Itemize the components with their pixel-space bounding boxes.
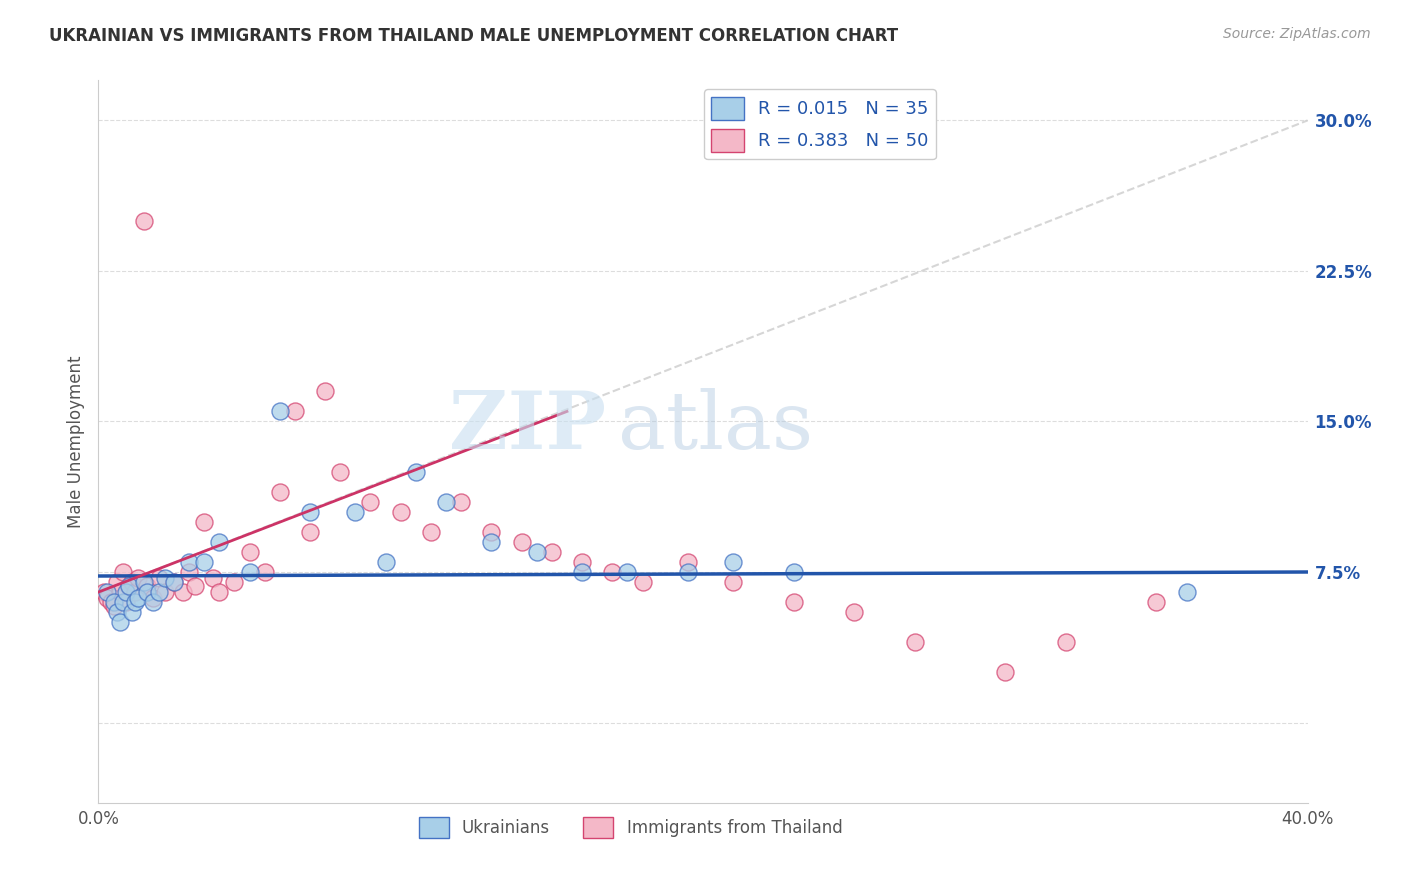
Text: Source: ZipAtlas.com: Source: ZipAtlas.com — [1223, 27, 1371, 41]
Point — [108, 585, 131, 599]
Point — [481, 524, 503, 539]
Point — [135, 585, 157, 599]
Point — [329, 465, 352, 479]
Point — [314, 384, 336, 399]
Point — [103, 595, 125, 609]
Point — [723, 574, 745, 589]
Point — [121, 605, 143, 619]
Point — [253, 565, 276, 579]
Legend: Ukrainians, Immigrants from Thailand: Ukrainians, Immigrants from Thailand — [412, 810, 849, 845]
Point — [269, 404, 291, 418]
Point — [142, 595, 165, 609]
Point — [783, 565, 806, 579]
Point — [184, 579, 207, 593]
Point — [676, 565, 699, 579]
Point — [360, 494, 382, 508]
Point — [616, 565, 638, 579]
Point — [723, 555, 745, 569]
Point — [148, 571, 170, 585]
Y-axis label: Male Unemployment: Male Unemployment — [66, 355, 84, 528]
Text: atlas: atlas — [619, 388, 814, 467]
Point — [526, 545, 548, 559]
Point — [994, 665, 1017, 680]
Point — [93, 585, 115, 599]
Point — [118, 579, 141, 593]
Point — [114, 595, 136, 609]
Point — [239, 545, 262, 559]
Point — [434, 494, 457, 508]
Text: UKRAINIAN VS IMMIGRANTS FROM THAILAND MALE UNEMPLOYMENT CORRELATION CHART: UKRAINIAN VS IMMIGRANTS FROM THAILAND MA… — [49, 27, 898, 45]
Point — [269, 484, 291, 499]
Point — [163, 574, 186, 589]
Point — [284, 404, 307, 418]
Point — [118, 579, 141, 593]
Point — [602, 565, 624, 579]
Point — [179, 555, 201, 569]
Point — [540, 545, 562, 559]
Point — [420, 524, 443, 539]
Point — [299, 505, 322, 519]
Point — [148, 585, 170, 599]
Point — [481, 534, 503, 549]
Point — [783, 595, 806, 609]
Point — [114, 585, 136, 599]
Point — [202, 571, 225, 585]
Text: ZIP: ZIP — [450, 388, 606, 467]
Point — [96, 585, 118, 599]
Point — [127, 591, 149, 606]
Point — [193, 515, 215, 529]
Point — [153, 585, 176, 599]
Point — [163, 574, 186, 589]
Point — [153, 571, 176, 585]
Point — [389, 505, 412, 519]
Point — [193, 555, 215, 569]
Point — [224, 574, 246, 589]
Point — [208, 585, 231, 599]
Point — [374, 555, 396, 569]
Point — [124, 595, 146, 609]
Point — [904, 635, 927, 649]
Point — [344, 505, 367, 519]
Point — [103, 599, 125, 614]
Point — [239, 565, 262, 579]
Point — [405, 465, 427, 479]
Point — [105, 605, 128, 619]
Point — [510, 534, 533, 549]
Point — [208, 534, 231, 549]
Point — [142, 591, 165, 606]
Point — [111, 565, 134, 579]
Point — [132, 213, 155, 227]
Point — [111, 595, 134, 609]
Point — [1175, 585, 1198, 599]
Point — [124, 585, 146, 599]
Point — [100, 595, 122, 609]
Point — [450, 494, 472, 508]
Point — [121, 574, 143, 589]
Point — [571, 555, 593, 569]
Point — [844, 605, 866, 619]
Point — [105, 574, 128, 589]
Point — [108, 615, 131, 630]
Point — [1054, 635, 1077, 649]
Point — [132, 574, 155, 589]
Point — [127, 571, 149, 585]
Point — [631, 574, 654, 589]
Point — [1144, 595, 1167, 609]
Point — [179, 565, 201, 579]
Point — [676, 555, 699, 569]
Point — [299, 524, 322, 539]
Point — [172, 585, 194, 599]
Point — [96, 591, 118, 606]
Point — [571, 565, 593, 579]
Point — [135, 579, 157, 593]
